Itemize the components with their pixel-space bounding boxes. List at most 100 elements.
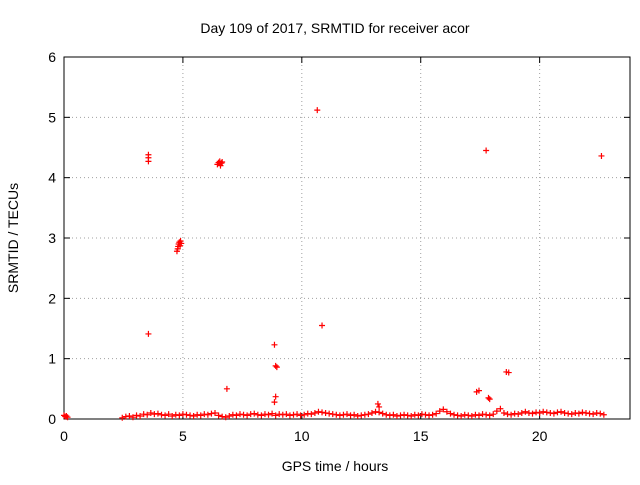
- data-point: [468, 412, 475, 419]
- data-point: [347, 412, 354, 419]
- data-point: [254, 411, 261, 418]
- y-tick-label: 6: [48, 49, 56, 65]
- data-point: [297, 412, 304, 419]
- data-point: [273, 364, 280, 371]
- data-point: [314, 107, 321, 114]
- data-point: [126, 412, 133, 419]
- data-point: [475, 387, 482, 394]
- data-point: [183, 411, 190, 418]
- data-point: [547, 409, 554, 416]
- data-point: [390, 411, 397, 418]
- y-tick-label: 4: [48, 170, 56, 186]
- data-point: [261, 411, 268, 418]
- data-point: [215, 412, 222, 419]
- data-point: [461, 411, 468, 418]
- data-point: [575, 410, 582, 417]
- data-point: [301, 411, 308, 418]
- data-point: [597, 410, 604, 417]
- data-point: [522, 408, 529, 415]
- data-point: [508, 411, 515, 418]
- data-point: [558, 408, 565, 415]
- grid: [64, 57, 630, 419]
- data-point: [354, 412, 361, 419]
- data-point: [229, 411, 236, 418]
- data-point: [454, 412, 461, 419]
- data-point: [154, 410, 161, 417]
- data-point: [440, 406, 447, 413]
- data-point: [422, 411, 429, 418]
- data-point: [190, 412, 197, 419]
- data-point: [583, 409, 590, 416]
- data-point: [236, 411, 243, 418]
- data-point: [401, 411, 408, 418]
- data-point: [505, 369, 512, 376]
- data-point: [358, 412, 365, 419]
- data-point: [319, 322, 326, 329]
- data-point: [504, 411, 511, 418]
- data-point: [561, 409, 568, 416]
- data-point: [269, 410, 276, 417]
- data-point: [140, 411, 147, 418]
- data-point: [322, 409, 329, 416]
- data-point: [536, 409, 543, 416]
- y-tick-label: 2: [48, 290, 56, 306]
- data-point: [379, 410, 386, 417]
- data-point: [479, 411, 486, 418]
- data-point: [151, 411, 158, 418]
- data-point: [493, 408, 500, 415]
- data-point: [240, 411, 247, 418]
- y-axis-label: SRMTID / TECUs: [5, 183, 21, 293]
- data-series: [61, 107, 607, 421]
- data-point: [271, 341, 278, 348]
- data-point: [525, 409, 532, 416]
- data-point: [376, 409, 383, 416]
- data-point: [178, 240, 185, 247]
- data-point: [433, 410, 440, 417]
- data-point: [144, 411, 151, 418]
- data-point: [272, 362, 279, 369]
- data-point: [386, 412, 393, 419]
- data-point: [483, 147, 490, 154]
- data-point: [565, 410, 572, 417]
- data-point: [372, 408, 379, 415]
- data-point: [554, 409, 561, 416]
- data-point: [204, 411, 211, 418]
- data-point: [511, 410, 518, 417]
- data-point: [137, 412, 144, 419]
- data-point: [326, 410, 333, 417]
- data-point: [404, 412, 411, 419]
- data-point: [529, 410, 536, 417]
- x-tick-label: 10: [294, 428, 310, 444]
- axis-ticks: 0 1 2 3 4 5 6 0 5 10 15 20: [48, 49, 630, 444]
- data-point: [408, 412, 415, 419]
- x-tick-label: 5: [179, 428, 187, 444]
- data-point: [119, 414, 126, 421]
- data-point: [223, 385, 230, 392]
- data-point: [568, 411, 575, 418]
- data-point: [311, 409, 318, 416]
- x-axis-label: GPS time / hours: [282, 458, 389, 474]
- y-tick-label: 5: [48, 109, 56, 125]
- data-point: [486, 412, 493, 419]
- data-point: [572, 409, 579, 416]
- data-point: [490, 411, 497, 418]
- data-point: [272, 412, 279, 419]
- data-point: [600, 411, 607, 418]
- data-point: [308, 411, 315, 418]
- data-point: [169, 412, 176, 419]
- data-point: [411, 411, 418, 418]
- data-point: [543, 409, 550, 416]
- data-point: [383, 411, 390, 418]
- data-point: [194, 411, 201, 418]
- data-point: [590, 411, 597, 418]
- data-point: [129, 414, 136, 421]
- data-point: [593, 409, 600, 416]
- data-point: [475, 412, 482, 419]
- data-point: [540, 408, 547, 415]
- data-point: [344, 411, 350, 418]
- data-point: [283, 411, 290, 418]
- y-tick-label: 0: [48, 411, 56, 427]
- data-point: [64, 414, 71, 421]
- data-point: [286, 412, 293, 419]
- data-point: [351, 411, 358, 418]
